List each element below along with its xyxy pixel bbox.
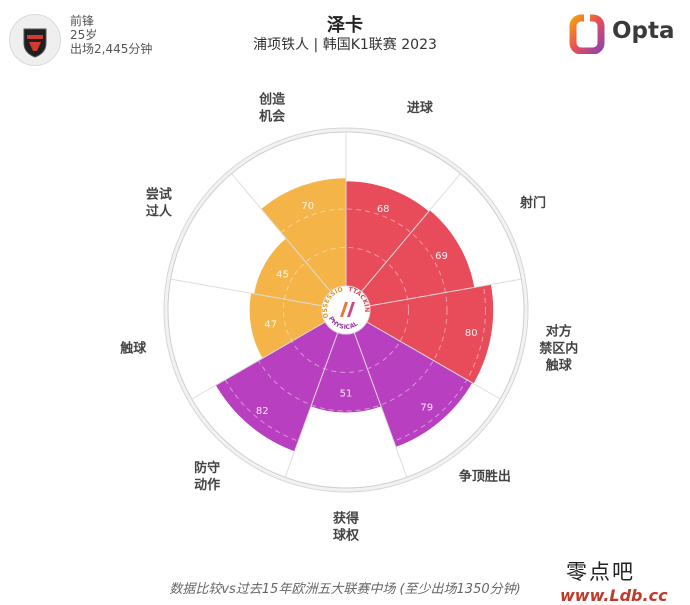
team-league: 浦项铁人 | 韩国K1联赛 2023 [253, 37, 437, 53]
chart-spoke [284, 332, 339, 478]
bar-5 [310, 332, 382, 413]
chart-value-labels: 68 69 80 79 51 82 47 45 70 [256, 201, 478, 417]
chart-spoke [361, 173, 461, 292]
category-label-6: 防守动作 [194, 460, 220, 493]
value-label-1: 68 [377, 204, 390, 215]
bar-8 [254, 238, 331, 306]
category-label-2: 射门 [519, 195, 546, 211]
player-minutes: 出场2,445分钟 [70, 42, 153, 56]
player-position: 前锋 [70, 14, 95, 28]
watermark-url: www.Ldb.cc [560, 586, 668, 605]
center-badge-circle [321, 285, 371, 335]
category-label-5: 获得球权 [333, 511, 360, 544]
opta-logo-icon [569, 14, 605, 55]
bar-9 [261, 178, 346, 292]
value-label-2: 69 [435, 251, 448, 262]
chart-bars [215, 178, 494, 452]
bar-3 [366, 284, 494, 384]
value-label-7: 47 [264, 319, 277, 330]
opta-logo: Opta [568, 14, 678, 55]
bar-6 [215, 322, 338, 452]
watermark-text: 零点吧 [566, 560, 635, 584]
category-label-1: 进球 [407, 100, 434, 116]
player-age: 25岁 [70, 28, 98, 42]
value-label-9: 70 [301, 201, 314, 212]
value-label-5: 51 [340, 389, 353, 400]
player-name: 泽卡 [327, 15, 363, 36]
category-label-9: 创造机会 [258, 92, 286, 125]
category-label-3: 对方禁区内触球 [539, 324, 578, 374]
opta-logo-text: Opta [612, 18, 675, 44]
category-label-4: 争顶胜出 [459, 468, 511, 484]
bar-4 [354, 322, 473, 447]
bar-7 [249, 293, 326, 359]
chart-spoke [231, 173, 331, 292]
header: 前锋 25岁 出场2,445分钟 泽卡 浦项铁人 | 韩国K1联赛 2023 O… [0, 0, 690, 70]
value-label-3: 80 [465, 328, 478, 339]
footnote: 数据比较vs过去15年欧洲五大联赛中场 (至少出场1350分钟) [169, 582, 521, 597]
value-label-6: 82 [256, 406, 269, 417]
category-label-8: 尝试过人 [146, 187, 173, 220]
chart-spoke [353, 332, 408, 478]
grid-circle [244, 208, 448, 412]
value-label-4: 79 [420, 402, 433, 413]
chart-spoke [170, 278, 323, 307]
bar-1 [346, 181, 429, 292]
bar-2 [361, 210, 475, 306]
category-label-7: 触球 [119, 341, 147, 357]
club-crest-icon [9, 14, 61, 66]
chart-spoke [191, 321, 326, 400]
center-logo-icon [340, 302, 355, 317]
chart-spoke [366, 321, 501, 400]
chart-spoke [369, 278, 522, 307]
value-label-8: 45 [276, 269, 289, 280]
chart-spokes [170, 132, 522, 478]
grid-circle [283, 247, 409, 373]
